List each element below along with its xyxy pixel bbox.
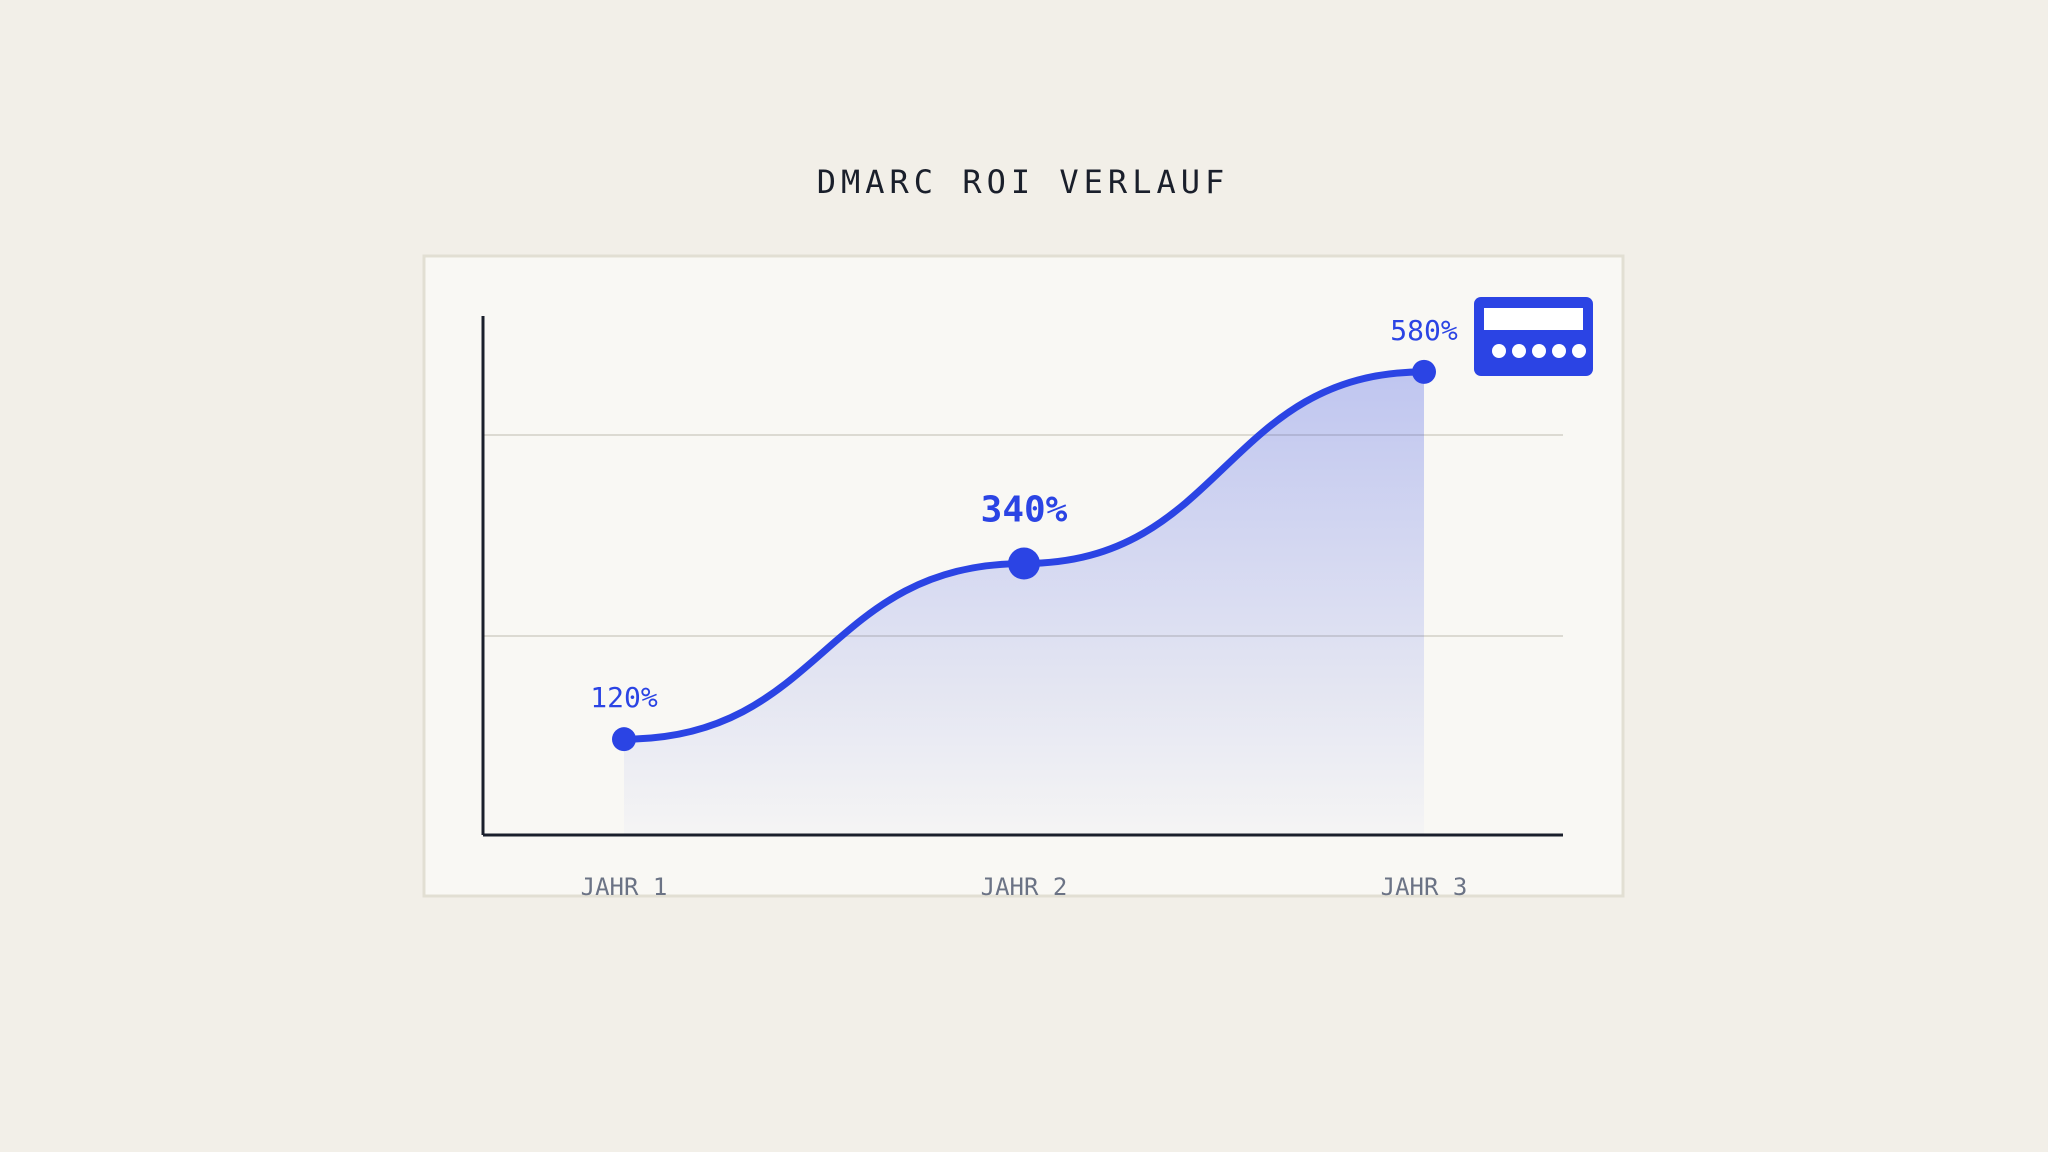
value-label: 580% xyxy=(1390,314,1458,347)
icon-key xyxy=(1532,344,1546,358)
value-label: 340% xyxy=(981,490,1068,531)
area xyxy=(624,371,1424,835)
value-label: 120% xyxy=(590,681,658,714)
x-tick-label: JAHR 2 xyxy=(981,873,1068,901)
calculator-icon xyxy=(1474,297,1593,376)
icon-key xyxy=(1572,344,1586,358)
icon-key xyxy=(1492,344,1506,358)
plot-area: 120% 340% 580% xyxy=(590,314,1458,835)
point xyxy=(1412,359,1436,384)
x-tick-label: JAHR 3 xyxy=(1381,873,1468,901)
point xyxy=(1008,547,1040,580)
chart-title: DMARC ROI VERLAUF xyxy=(817,163,1230,201)
icon-key xyxy=(1512,344,1526,358)
x-tick-label: JAHR 1 xyxy=(581,873,668,901)
icon-key xyxy=(1552,344,1566,358)
point xyxy=(612,727,636,752)
icon-screen xyxy=(1484,308,1583,330)
